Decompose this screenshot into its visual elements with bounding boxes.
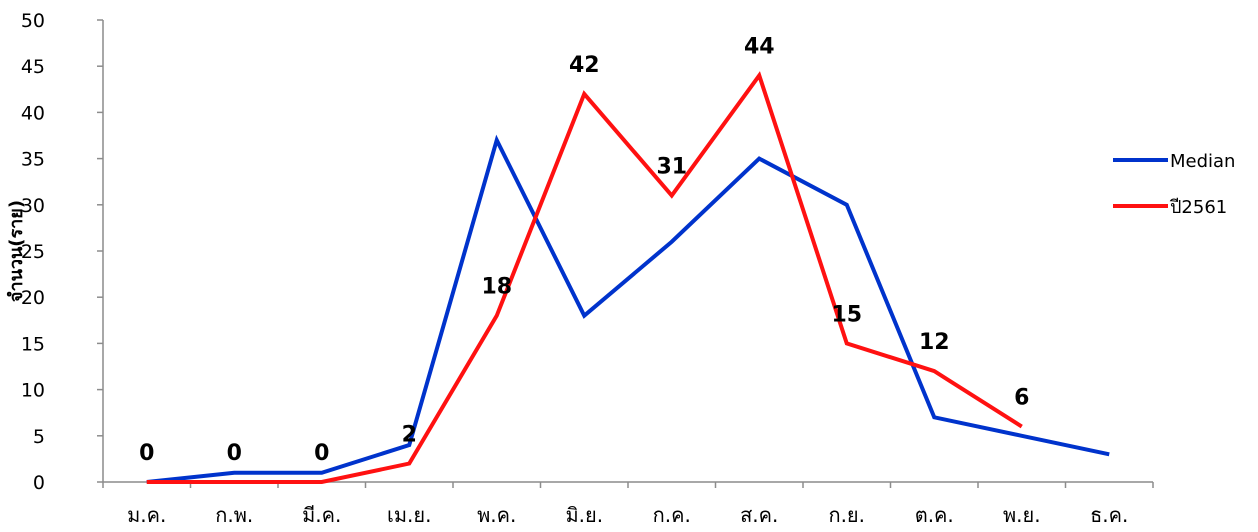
x-tick-label: ก.พ. (215, 503, 253, 527)
y-tick-label: 45 (21, 56, 45, 78)
x-tick-label: ก.ค. (653, 503, 691, 527)
y-tick-label: 30 (21, 195, 45, 217)
data-label: 2 (402, 423, 417, 448)
data-label: 0 (227, 441, 242, 466)
x-tick-label: เม.ย. (387, 503, 431, 527)
x-tick-label: ธ.ค. (1090, 503, 1128, 527)
x-tick-label: มิ.ย. (565, 503, 603, 527)
chart-axes (102, 20, 1153, 483)
legend-label: ปี2561 (1170, 197, 1228, 218)
y-tick-label: 20 (21, 287, 45, 309)
x-tick-label: พ.ค. (477, 503, 516, 527)
series-lines (146, 71, 1110, 484)
data-label: 18 (481, 275, 512, 300)
data-label: 42 (569, 53, 600, 78)
y-tick-label: 5 (33, 426, 45, 448)
legend-label: Median (1170, 151, 1235, 172)
x-tick-label: พ.ย. (1003, 503, 1041, 527)
y-tick-label: 35 (21, 149, 45, 171)
series-line (146, 71, 1023, 484)
x-tick-label: ม.ค. (127, 503, 166, 527)
y-tick-label: 50 (21, 10, 45, 32)
y-axis-label: จำนวน(ราย) (6, 200, 27, 302)
x-tick-label: มี.ค. (302, 503, 341, 527)
data-label: 12 (919, 330, 950, 355)
data-label: 15 (831, 302, 862, 327)
x-tick-label: ก.ย. (828, 503, 865, 527)
y-tick-label: 0 (33, 472, 45, 494)
data-label: 0 (314, 441, 329, 466)
data-label: 0 (139, 441, 154, 466)
legend: Median ปี2561 (1113, 151, 1235, 218)
data-label: 6 (1014, 386, 1029, 411)
y-tick-label: 25 (21, 241, 45, 263)
data-label: 31 (656, 155, 687, 180)
y-tick-label: 15 (21, 333, 45, 355)
series-line (146, 134, 1110, 484)
y-tick-label: 40 (21, 102, 45, 124)
data-label: 44 (744, 34, 775, 59)
x-tick-label: ต.ค. (915, 503, 954, 527)
data-labels: 0 0 0 2 18 42 31 44 15 12 6 (139, 34, 1029, 466)
x-axis-ticks: ม.ค. ก.พ. มี.ค. เม.ย. พ.ค. มิ.ย. ก.ค. ส.ค. ก.ย. ต… (102, 482, 1154, 527)
x-tick-label: ส.ค. (740, 503, 778, 527)
y-tick-label: 10 (21, 380, 45, 402)
y-axis-ticks: 0 5 10 15 20 25 30 35 40 45 50 (21, 10, 103, 494)
